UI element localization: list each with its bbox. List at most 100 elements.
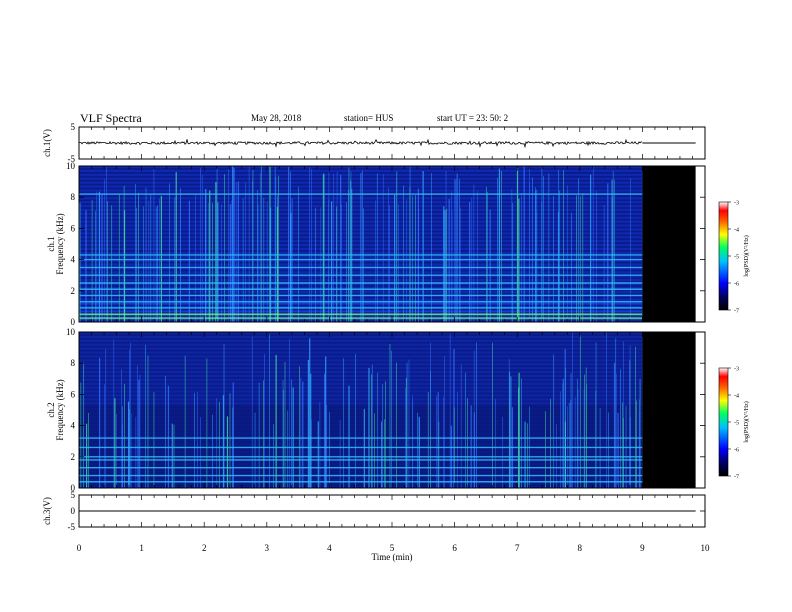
x-tick-label: 1 [139, 543, 144, 553]
noise-band [79, 402, 643, 405]
colorbar-label: log(PSD)(V²/Hz) [743, 401, 750, 442]
noise-band [79, 335, 643, 339]
y-tick-label: 8 [71, 192, 76, 202]
noise-band [79, 417, 643, 420]
y-tick-label: 0 [71, 317, 76, 327]
colorbar-tick-label: -4 [734, 394, 739, 400]
noise-band [79, 343, 643, 346]
y-tick-label: 0 [71, 506, 76, 516]
noise-band [79, 484, 643, 487]
noise-band [79, 359, 643, 362]
figure-title: VLF Spectra [80, 111, 142, 125]
y-tick-label: -5 [68, 522, 76, 532]
noise-band [79, 386, 643, 389]
date-label: May 28, 2018 [251, 113, 302, 123]
noise-band [79, 476, 643, 479]
y-axis-label: ch.1(V) [42, 129, 52, 157]
y-tick-label: 0 [71, 483, 76, 493]
noise-band [79, 421, 643, 424]
colorbar-tick-label: -7 [734, 475, 739, 481]
noise-band [79, 166, 643, 169]
noise-band [79, 355, 643, 358]
ch2-spectrogram [79, 332, 696, 488]
ch1-waveform-line [78, 138, 643, 149]
noise-band [79, 464, 643, 467]
noise-band [79, 456, 643, 459]
colorbar-tick-label: -4 [734, 228, 739, 234]
colorbar-tick-label: -6 [734, 282, 739, 288]
no-data-region [642, 332, 696, 488]
x-tick-label: 4 [327, 543, 332, 553]
x-tick-label: 5 [390, 543, 395, 553]
y-tick-label: 5 [71, 122, 76, 132]
y-axis-label: ch.1 [46, 236, 56, 251]
noise-band [79, 169, 643, 173]
noise-band [79, 371, 643, 374]
x-tick-label: 9 [640, 543, 645, 553]
noise-band [79, 382, 643, 385]
y-tick-label: 4 [71, 255, 76, 265]
noise-band [79, 394, 643, 397]
x-tick-label: 0 [77, 543, 82, 553]
start-time-label: start UT = 23: 50: 2 [437, 113, 509, 123]
x-axis-label: Time (min) [372, 552, 413, 562]
colorbar-tick-label: -5 [734, 255, 739, 261]
noise-band [79, 378, 643, 381]
y-tick-label: 4 [71, 421, 76, 431]
noise-band [79, 468, 643, 471]
noise-band [79, 398, 643, 401]
y-tick-label: 10 [66, 327, 76, 337]
noise-band [79, 460, 643, 463]
x-tick-label: 7 [515, 543, 520, 553]
noise-band [79, 425, 643, 428]
colorbar-tick-label: -7 [734, 309, 739, 315]
colorbar [718, 201, 729, 311]
x-tick-label: 8 [578, 543, 583, 553]
y-tick-label: 6 [71, 223, 76, 233]
noise-band [79, 449, 643, 452]
colorbar-tick-label: -3 [734, 201, 739, 207]
y-axis-label: Frequency (kHz) [55, 379, 65, 440]
y-axis-label: ch.3(V) [42, 497, 52, 525]
noise-band [79, 452, 643, 456]
colorbar-label: log(PSD)(V²/Hz) [743, 235, 750, 276]
y-tick-label: 5 [71, 490, 76, 500]
y-tick-label: 2 [71, 452, 76, 462]
x-tick-label: 10 [701, 543, 711, 553]
noise-band [79, 441, 643, 444]
noise-band [79, 413, 643, 417]
noise-band [79, 347, 643, 350]
colorbar-tick-label: -3 [734, 367, 739, 373]
ch1-spectrogram [79, 166, 696, 322]
station-label: station= HUS [344, 113, 394, 123]
y-axis-label: Frequency (kHz) [55, 213, 65, 274]
noise-band [79, 374, 643, 378]
noise-band [79, 429, 643, 432]
noise-band [79, 339, 643, 342]
noise-band [79, 363, 643, 366]
y-tick-label: 8 [71, 358, 76, 368]
noise-band [79, 433, 643, 436]
colorbar-tick-label: -5 [734, 421, 739, 427]
no-data-region [642, 166, 696, 322]
x-tick-label: 6 [452, 543, 457, 553]
noise-band [79, 406, 643, 409]
y-tick-label: 6 [71, 389, 76, 399]
noise-band [79, 410, 643, 413]
colorbar-tick-label: -6 [734, 448, 739, 454]
y-tick-label: 2 [71, 286, 76, 296]
y-axis-label: ch.2 [46, 402, 56, 417]
x-tick-label: 2 [202, 543, 207, 553]
noise-band [79, 351, 643, 354]
noise-band [79, 472, 643, 475]
noise-band [79, 390, 643, 393]
colorbar [718, 367, 729, 477]
noise-band [79, 367, 643, 370]
x-tick-label: 3 [265, 543, 270, 553]
y-tick-label: 10 [66, 161, 76, 171]
y-tick-label: -5 [68, 154, 76, 164]
noise-band [79, 445, 643, 448]
noise-band [79, 332, 643, 335]
